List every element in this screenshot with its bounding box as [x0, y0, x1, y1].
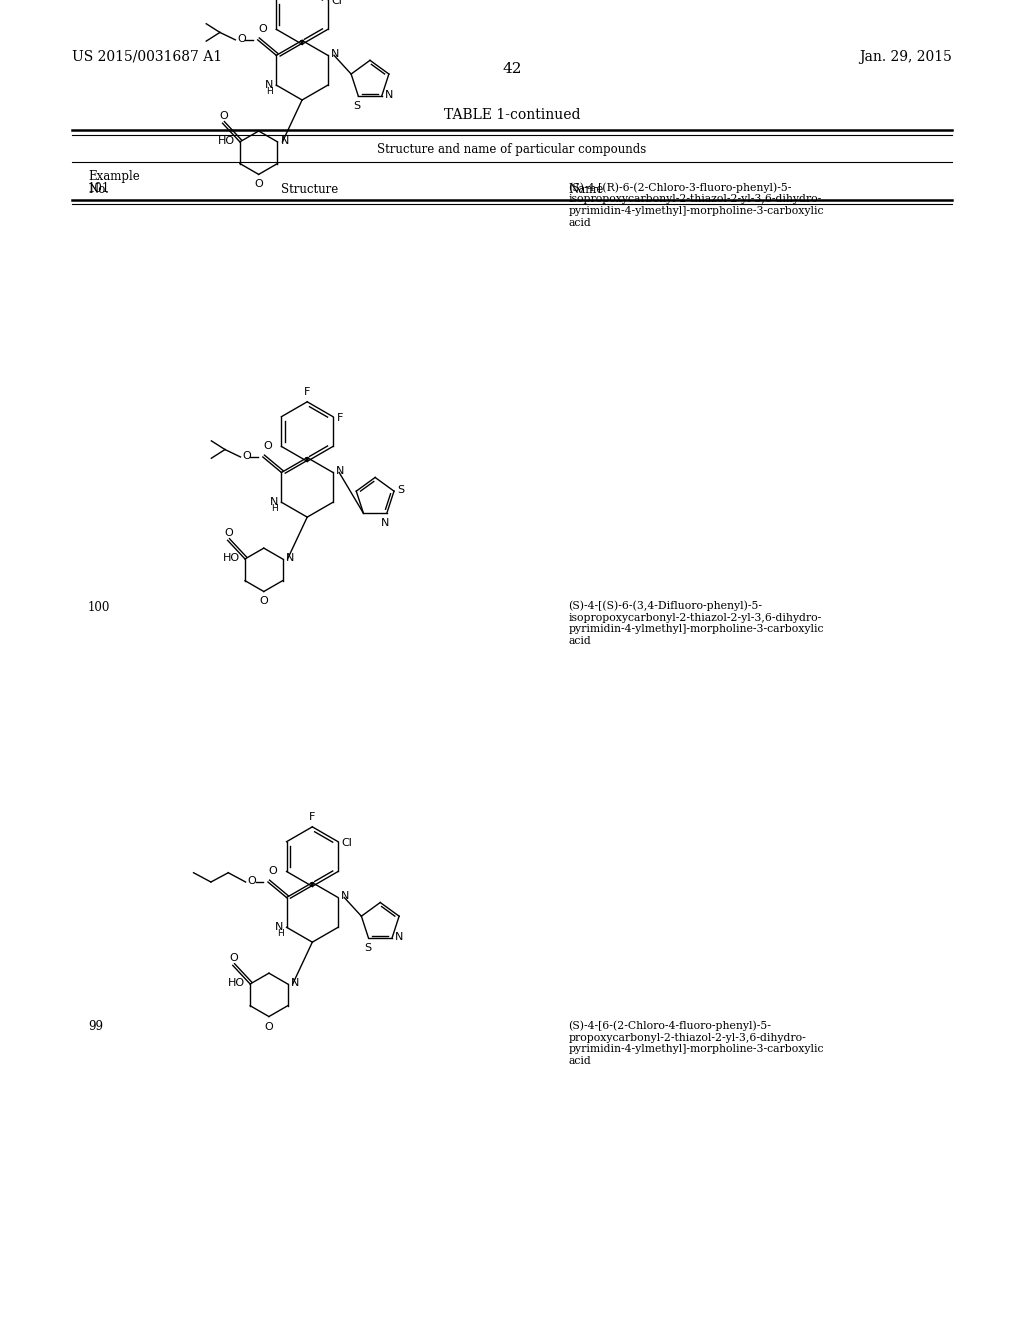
Text: H: H — [266, 87, 273, 96]
Text: O: O — [248, 875, 256, 886]
Text: O: O — [258, 24, 267, 33]
Text: O: O — [264, 1022, 273, 1031]
Text: O: O — [238, 33, 246, 44]
Text: N: N — [395, 932, 403, 942]
Text: O: O — [219, 111, 228, 120]
Text: Example: Example — [88, 170, 139, 183]
Text: N: N — [331, 49, 339, 59]
Text: No.: No. — [88, 183, 109, 195]
Text: F: F — [337, 413, 343, 422]
Text: H: H — [271, 504, 279, 513]
Text: (S)-4-[6-(2-Chloro-4-fluoro-phenyl)-5-
propoxycarbonyl-2-thiazol-2-yl-3,6-dihydr: (S)-4-[6-(2-Chloro-4-fluoro-phenyl)-5- p… — [568, 1020, 824, 1065]
Text: HO: HO — [228, 978, 245, 987]
Text: N: N — [341, 891, 349, 902]
Text: O: O — [243, 450, 251, 461]
Text: N: N — [286, 553, 294, 562]
Text: (S)-4-[(R)-6-(2-Chloro-3-fluoro-phenyl)-5-
isopropoxycarbonyl-2-thiazol-2-yl-3,6: (S)-4-[(R)-6-(2-Chloro-3-fluoro-phenyl)-… — [568, 182, 824, 227]
Text: O: O — [254, 180, 263, 189]
Text: N: N — [265, 81, 273, 90]
Text: O: O — [268, 866, 278, 876]
Text: 100: 100 — [88, 601, 111, 614]
Text: 101: 101 — [88, 182, 111, 195]
Text: Name: Name — [568, 183, 603, 195]
Text: Jan. 29, 2015: Jan. 29, 2015 — [859, 50, 952, 63]
Text: H: H — [276, 929, 284, 939]
Text: N: N — [275, 923, 284, 932]
Text: TABLE 1-continued: TABLE 1-continued — [443, 108, 581, 121]
Text: N: N — [291, 978, 299, 987]
Text: O: O — [259, 597, 268, 606]
Text: US 2015/0031687 A1: US 2015/0031687 A1 — [72, 50, 222, 63]
Text: 99: 99 — [88, 1020, 103, 1034]
Text: S: S — [364, 944, 371, 953]
Text: O: O — [224, 528, 233, 537]
Text: Cl: Cl — [342, 838, 352, 847]
Text: N: N — [381, 519, 390, 528]
Text: Structure: Structure — [282, 183, 339, 195]
Text: N: N — [270, 498, 279, 507]
Text: Structure and name of particular compounds: Structure and name of particular compoun… — [378, 143, 646, 156]
Text: S: S — [397, 484, 404, 495]
Text: HO: HO — [218, 136, 234, 145]
Text: F: F — [304, 387, 310, 397]
Text: O: O — [263, 441, 272, 451]
Text: S: S — [353, 102, 360, 111]
Text: N: N — [281, 136, 289, 145]
Text: F: F — [309, 812, 315, 822]
Text: N: N — [385, 90, 393, 100]
Text: 42: 42 — [502, 62, 522, 77]
Text: N: N — [336, 466, 344, 477]
Text: HO: HO — [223, 553, 240, 562]
Text: O: O — [229, 953, 239, 962]
Text: (S)-4-[(S)-6-(3,4-Difluoro-phenyl)-5-
isopropoxycarbonyl-2-thiazol-2-yl-3,6-dihy: (S)-4-[(S)-6-(3,4-Difluoro-phenyl)-5- is… — [568, 601, 824, 645]
Text: Cl: Cl — [332, 0, 342, 5]
